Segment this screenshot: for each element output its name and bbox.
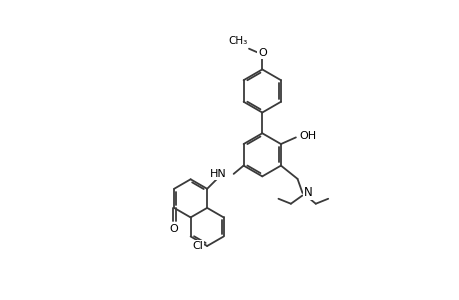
Text: HN: HN bbox=[210, 169, 227, 179]
Text: OH: OH bbox=[298, 131, 316, 141]
Text: O: O bbox=[257, 48, 266, 58]
Text: CH₃: CH₃ bbox=[228, 36, 247, 46]
Text: N: N bbox=[303, 187, 312, 200]
Text: Cl: Cl bbox=[192, 241, 202, 251]
Text: O: O bbox=[169, 224, 178, 235]
